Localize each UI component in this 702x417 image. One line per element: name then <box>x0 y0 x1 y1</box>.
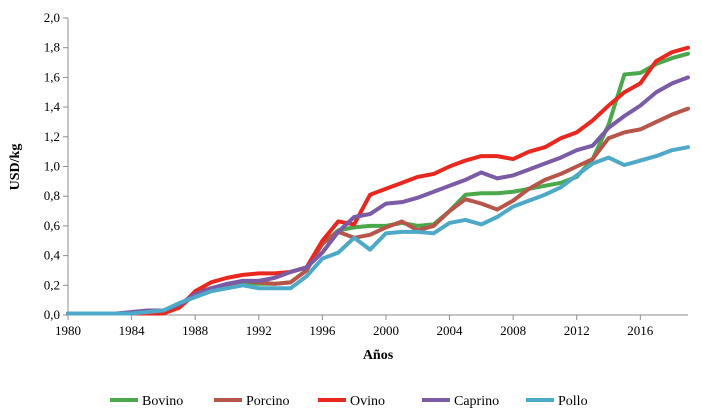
x-tick-label: 1984 <box>119 323 146 338</box>
axes <box>67 18 688 316</box>
legend-label-caprino: Caprino <box>454 394 499 409</box>
legend: Bovino Porcino Ovino Caprino Pollo <box>110 394 588 409</box>
x-tick-label: 1996 <box>309 323 336 338</box>
x-tick-label: 2000 <box>373 323 399 338</box>
y-tick-label: 2,0 <box>44 10 60 25</box>
x-tick-label: 1980 <box>55 323 81 338</box>
series-line-ovino <box>66 45 690 316</box>
series-line-pollo <box>66 145 690 316</box>
x-axis-label: Años <box>363 348 394 363</box>
x-tick-label: 2004 <box>437 323 464 338</box>
y-tick-label: 1,0 <box>44 159 60 174</box>
y-tick-label: 0,6 <box>44 218 61 233</box>
legend-label-porcino: Porcino <box>246 394 290 409</box>
y-tick-label: 0,8 <box>44 188 60 203</box>
series-line-bovino <box>66 51 690 316</box>
x-tick-label: 2008 <box>500 323 526 338</box>
y-tick-label: 1,6 <box>44 69 61 84</box>
y-axis-ticks: 0,0 0,2 0,4 0,6 0,8 1,0 1,2 1,4 1,6 1,8 2,0 <box>44 10 68 322</box>
series-lines <box>66 45 690 316</box>
series-line-caprino <box>66 75 690 316</box>
y-tick-label: 0,0 <box>44 307 60 322</box>
x-tick-label: 1992 <box>246 323 272 338</box>
y-tick-label: 1,2 <box>44 129 60 144</box>
legend-label-ovino: Ovino <box>350 394 385 409</box>
legend-label-pollo: Pollo <box>558 394 588 409</box>
y-tick-label: 0,2 <box>44 277 60 292</box>
y-tick-label: 0,4 <box>44 248 61 263</box>
y-tick-label: 1,4 <box>44 99 61 114</box>
x-tick-label: 2012 <box>564 323 590 338</box>
y-axis-label: USD/kg <box>8 144 23 191</box>
x-tick-label: 2016 <box>627 323 654 338</box>
legend-label-bovino: Bovino <box>142 394 183 409</box>
x-axis-ticks: 1980 1984 1988 1992 1996 2000 2004 2008 2012 2016 <box>55 315 654 338</box>
y-tick-label: 1,8 <box>44 40 60 55</box>
x-tick-label: 1988 <box>182 323 208 338</box>
